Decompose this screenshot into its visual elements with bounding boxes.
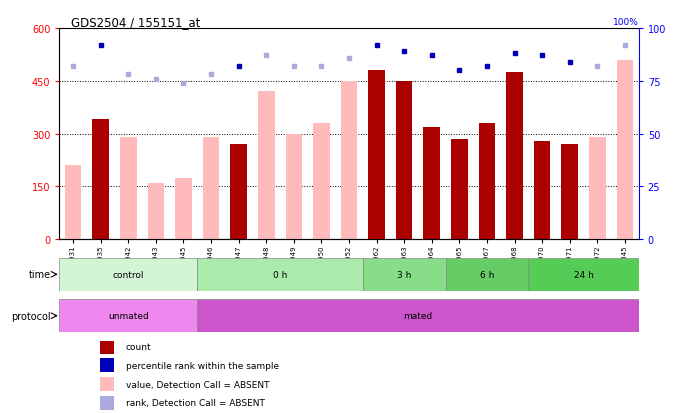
- Bar: [65, 166, 82, 240]
- Text: mated: mated: [403, 311, 433, 320]
- Text: 24 h: 24 h: [574, 270, 593, 279]
- Bar: [589, 138, 606, 240]
- Bar: [100, 339, 114, 354]
- Bar: [285, 134, 302, 240]
- Bar: [59, 299, 198, 332]
- Bar: [198, 299, 639, 332]
- Bar: [175, 178, 192, 240]
- Bar: [100, 377, 114, 392]
- Bar: [534, 141, 551, 240]
- Bar: [59, 258, 198, 291]
- Bar: [230, 145, 247, 240]
- Bar: [92, 120, 109, 240]
- Text: control: control: [112, 270, 144, 279]
- Text: 100%: 100%: [613, 18, 639, 27]
- Bar: [479, 124, 495, 240]
- Bar: [445, 258, 528, 291]
- Bar: [451, 140, 468, 240]
- Bar: [363, 258, 445, 291]
- Bar: [341, 82, 357, 240]
- Bar: [258, 92, 274, 240]
- Text: protocol: protocol: [11, 311, 51, 321]
- Text: 6 h: 6 h: [480, 270, 494, 279]
- Text: count: count: [126, 342, 151, 351]
- Text: rank, Detection Call = ABSENT: rank, Detection Call = ABSENT: [126, 399, 265, 407]
- Bar: [561, 145, 578, 240]
- Text: GDS2504 / 155151_at: GDS2504 / 155151_at: [71, 16, 200, 29]
- Bar: [198, 258, 363, 291]
- Text: time: time: [29, 270, 51, 280]
- Bar: [100, 358, 114, 373]
- Bar: [369, 71, 385, 240]
- Text: 3 h: 3 h: [397, 270, 411, 279]
- Bar: [424, 127, 440, 240]
- Bar: [147, 183, 164, 240]
- Bar: [100, 396, 114, 410]
- Bar: [528, 258, 639, 291]
- Text: 0 h: 0 h: [273, 270, 287, 279]
- Bar: [396, 82, 413, 240]
- Bar: [616, 61, 633, 240]
- Bar: [203, 138, 219, 240]
- Text: unmated: unmated: [108, 311, 149, 320]
- Bar: [120, 138, 137, 240]
- Bar: [313, 124, 329, 240]
- Text: percentile rank within the sample: percentile rank within the sample: [126, 361, 279, 370]
- Bar: [506, 73, 523, 240]
- Text: value, Detection Call = ABSENT: value, Detection Call = ABSENT: [126, 380, 269, 389]
